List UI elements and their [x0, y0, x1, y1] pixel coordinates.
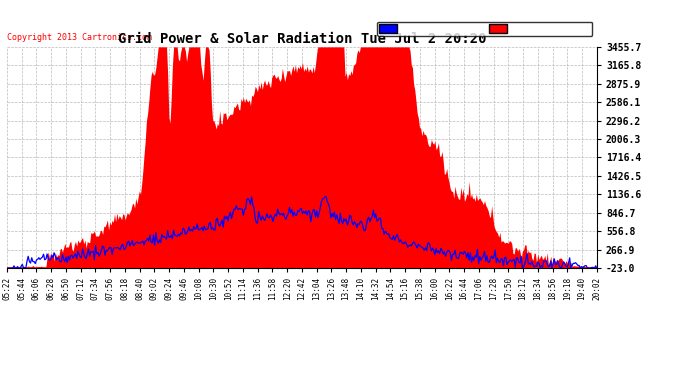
- Legend: Radiation (w/m2), Grid (AC Watts): Radiation (w/m2), Grid (AC Watts): [377, 21, 592, 36]
- Text: Copyright 2013 Cartronics.com: Copyright 2013 Cartronics.com: [7, 33, 152, 42]
- Title: Grid Power & Solar Radiation Tue Jul 2 20:20: Grid Power & Solar Radiation Tue Jul 2 2…: [117, 32, 486, 46]
